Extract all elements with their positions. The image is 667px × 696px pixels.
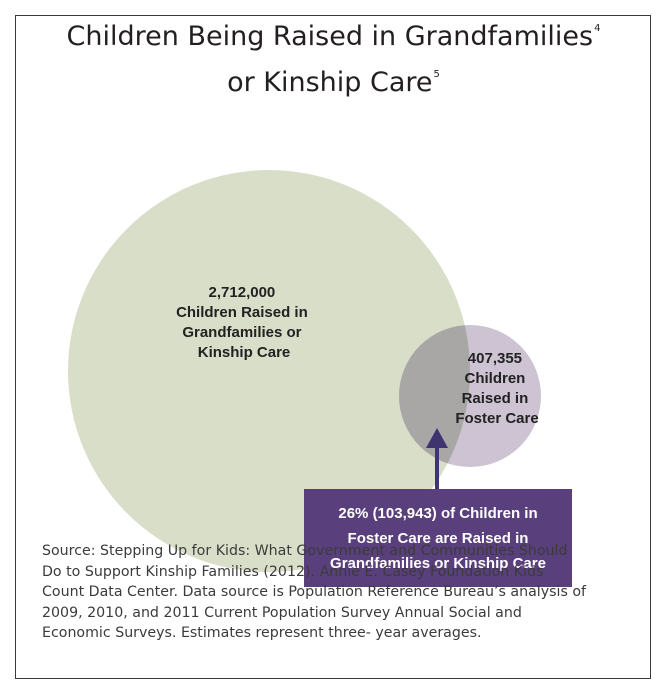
source-line-2: Do to Support Kinship Families (2012). A… xyxy=(42,563,544,580)
title-line-1-text: Children Being Raised in Grandfamilies xyxy=(66,21,594,52)
page-title: Children Being Raised in Grandfamilies4 … xyxy=(0,10,667,102)
callout-arrow-head xyxy=(426,428,448,448)
title-line-1: Children Being Raised in Grandfamilies4 xyxy=(0,10,667,56)
source-line-3: Count Data Center. Data source is Popula… xyxy=(42,584,587,600)
callout-line-1: 26% (103,943) of Children in xyxy=(338,505,538,522)
grandfamilies-label-line-2: Children Raised in xyxy=(176,304,308,321)
grandfamilies-label: 2,712,000 Children Raised in Grandfamili… xyxy=(176,284,312,361)
source-note: Source: Stepping Up for Kids: What Gover… xyxy=(42,541,632,644)
callout-line-2: Foster Care are Raised in xyxy=(347,530,529,547)
foster-care-count: 407,355 xyxy=(468,350,522,367)
foster-care-label: 407,355 Children Raised in Foster Care xyxy=(455,350,538,427)
callout-line-3: Grandfamilies or Kinship Care xyxy=(330,555,546,572)
overlap-callout-box: 26% (103,943) of Children in Foster Care… xyxy=(304,489,572,587)
grandfamilies-circle xyxy=(68,170,470,572)
title-line-2-text: or Kinship Care xyxy=(227,67,433,98)
source-line-4: 2009, 2010, and 2011 Current Population … xyxy=(42,604,522,621)
infographic-frame xyxy=(15,15,651,679)
source-line-1: Source: Stepping Up for Kids: What Gover… xyxy=(42,543,568,559)
foster-care-label-line-3: Raised in xyxy=(462,390,529,407)
grandfamilies-label-line-3: Grandfamilies or xyxy=(182,324,301,341)
title-line-2: or Kinship Care5 xyxy=(0,56,667,102)
foster-care-label-line-2: Children xyxy=(464,370,525,387)
source-line-5: Economic Surveys. Estimates represent th… xyxy=(42,625,482,641)
foster-care-label-line-4: Foster Care xyxy=(455,410,538,427)
grandfamilies-label-line-4: Kinship Care xyxy=(198,344,291,361)
grandfamilies-count: 2,712,000 xyxy=(209,284,276,301)
footnote-marker-4: 4 xyxy=(594,23,601,34)
footnote-marker-5: 5 xyxy=(433,69,440,80)
